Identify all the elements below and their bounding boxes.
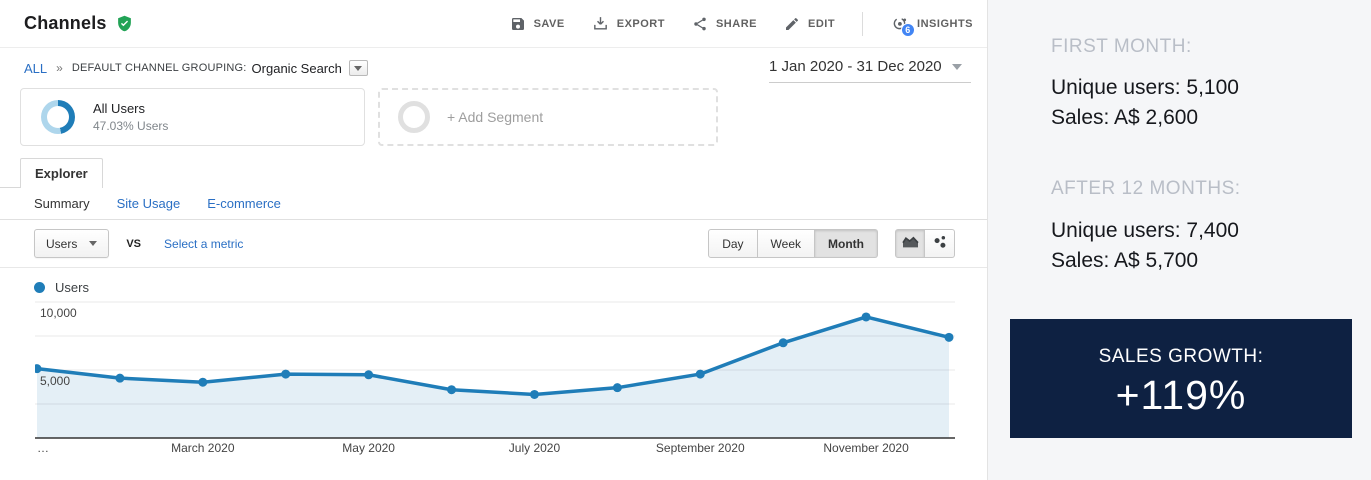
breadcrumb: ALL » DEFAULT CHANNEL GROUPING: Organic … xyxy=(24,56,368,80)
edit-button[interactable]: EDIT xyxy=(784,16,835,32)
vs-label: VS xyxy=(126,237,142,250)
chevron-down-icon xyxy=(951,63,962,70)
users-series-dot-icon xyxy=(34,282,45,293)
metric-select-dropdown[interactable]: Users xyxy=(34,229,110,258)
svg-text:…: … xyxy=(37,441,49,455)
breadcrumb-separator: » xyxy=(56,61,63,75)
scatter-dots-icon xyxy=(932,234,948,254)
verified-shield-icon xyxy=(116,15,133,32)
breadcrumb-all-link[interactable]: ALL xyxy=(24,60,48,76)
line-chart-type-button[interactable] xyxy=(895,229,925,258)
select-metric-link[interactable]: Select a metric xyxy=(164,236,244,251)
toolbar-divider xyxy=(862,11,864,36)
segment-title: All Users xyxy=(93,101,146,116)
subtab-summary[interactable]: Summary xyxy=(34,196,90,211)
metric-bar: Users VS Select a metric Day Week Month xyxy=(0,220,987,268)
chart-controls: Day Week Month xyxy=(708,229,955,258)
sales-growth-box: SALES GROWTH: +119% xyxy=(1010,319,1352,438)
tab-baseline xyxy=(0,187,20,188)
chart-legend: Users xyxy=(34,280,89,295)
page-title: Channels xyxy=(24,13,107,33)
chevron-down-icon xyxy=(89,241,98,246)
first-month-users: Unique users: 5,100 xyxy=(1051,76,1239,99)
share-icon xyxy=(692,16,708,32)
stats-side-panel: FIRST MONTH: Unique users: 5,100 Sales: … xyxy=(989,0,1371,480)
svg-text:September 2020: September 2020 xyxy=(656,441,745,455)
tab-explorer[interactable]: Explorer xyxy=(20,158,103,188)
motion-chart-type-button[interactable] xyxy=(925,229,955,258)
add-segment-button[interactable]: + Add Segment xyxy=(378,88,718,146)
segments-row: All Users 47.03% Users + Add Segment xyxy=(20,88,718,146)
insights-button[interactable]: 6 INSIGHTS xyxy=(890,14,973,37)
svg-text:March 2020: March 2020 xyxy=(171,441,235,455)
after-12-months-sales: Sales: A$ 5,700 xyxy=(1051,249,1199,272)
export-button[interactable]: EXPORT xyxy=(592,15,665,32)
report-card: Channels SAVE EXPORT SHARE xyxy=(0,0,988,480)
granularity-group: Day Week Month xyxy=(708,229,878,258)
granularity-day-button[interactable]: Day xyxy=(708,229,758,258)
segment-donut-icon xyxy=(41,100,75,134)
channel-grouping-label: DEFAULT CHANNEL GROUPING: xyxy=(71,62,247,74)
channel-grouping-dropdown[interactable] xyxy=(348,60,368,76)
chevron-down-icon xyxy=(354,65,363,71)
subtab-bar: Summary Site Usage E-commerce xyxy=(0,188,987,220)
line-chart-icon xyxy=(901,234,919,254)
svg-text:July 2020: July 2020 xyxy=(509,441,561,455)
after-12-months-heading: AFTER 12 MONTHS: xyxy=(1051,178,1241,199)
channel-grouping-value: Organic Search xyxy=(251,60,342,76)
pencil-icon xyxy=(784,16,800,32)
chart-type-group xyxy=(895,229,955,258)
segment-subtitle: 47.03% Users xyxy=(93,119,169,133)
subtab-ecommerce[interactable]: E-commerce xyxy=(207,196,281,211)
report-toolbar: SAVE EXPORT SHARE EDIT xyxy=(510,11,973,37)
first-month-heading: FIRST MONTH: xyxy=(1051,36,1192,57)
add-segment-label: + Add Segment xyxy=(447,109,544,125)
segment-all-users[interactable]: All Users 47.03% Users xyxy=(20,88,365,146)
sales-growth-heading: SALES GROWTH: xyxy=(1098,346,1264,367)
date-range-value: 1 Jan 2020 - 31 Dec 2020 xyxy=(769,58,942,75)
empty-ring-icon xyxy=(398,101,430,133)
share-button[interactable]: SHARE xyxy=(692,16,757,32)
first-month-sales: Sales: A$ 2,600 xyxy=(1051,106,1199,129)
insights-icon: 6 xyxy=(890,14,916,37)
insights-count-badge: 6 xyxy=(901,23,916,37)
sales-growth-value: +119% xyxy=(1115,372,1247,418)
save-button[interactable]: SAVE xyxy=(510,16,565,32)
download-icon xyxy=(592,15,609,32)
report-header: Channels SAVE EXPORT SHARE xyxy=(0,0,987,48)
users-trend-chart[interactable]: 10,000 5,000 … March 2020 May 2020 July 2020 S… xyxy=(32,296,955,460)
floppy-icon xyxy=(510,16,526,32)
granularity-week-button[interactable]: Week xyxy=(757,229,816,258)
svg-text:10,000: 10,000 xyxy=(40,306,77,320)
svg-text:5,000: 5,000 xyxy=(40,374,70,388)
users-series-label: Users xyxy=(55,280,89,295)
after-12-months-users: Unique users: 7,400 xyxy=(1051,219,1239,242)
date-range-picker[interactable]: 1 Jan 2020 - 31 Dec 2020 xyxy=(769,58,971,83)
svg-text:May 2020: May 2020 xyxy=(342,441,395,455)
svg-text:November 2020: November 2020 xyxy=(823,441,909,455)
subtab-site-usage[interactable]: Site Usage xyxy=(116,196,181,211)
granularity-month-button[interactable]: Month xyxy=(815,229,878,258)
